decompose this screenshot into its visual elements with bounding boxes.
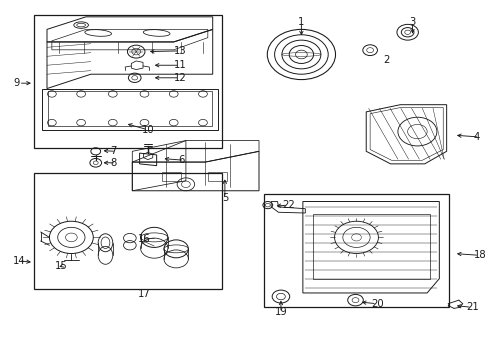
Text: 12: 12 [174,73,187,83]
Text: 18: 18 [473,250,486,260]
Text: 20: 20 [371,299,384,309]
Text: 11: 11 [174,60,187,70]
Text: 16: 16 [138,234,151,244]
Bar [264,194,449,307]
Text: 21: 21 [466,302,479,312]
Text: 10: 10 [142,125,155,135]
Bar [34,15,222,148]
Text: 22: 22 [282,200,295,210]
Text: 19: 19 [274,307,287,317]
Text: 4: 4 [473,132,480,142]
Text: 9: 9 [13,78,19,88]
Text: 2: 2 [383,55,390,65]
Bar [313,214,430,279]
Text: 1: 1 [298,17,305,27]
Text: 13: 13 [174,46,186,56]
Text: 6: 6 [178,155,185,165]
Text: 3: 3 [410,17,416,27]
Text: 7: 7 [110,146,117,156]
Bar [162,172,181,181]
Text: 17: 17 [138,289,151,300]
Text: 14: 14 [13,256,25,266]
Bar [34,173,222,289]
Text: 8: 8 [110,158,117,168]
Text: 15: 15 [55,261,68,271]
Bar [208,172,227,181]
Text: 5: 5 [221,193,228,203]
